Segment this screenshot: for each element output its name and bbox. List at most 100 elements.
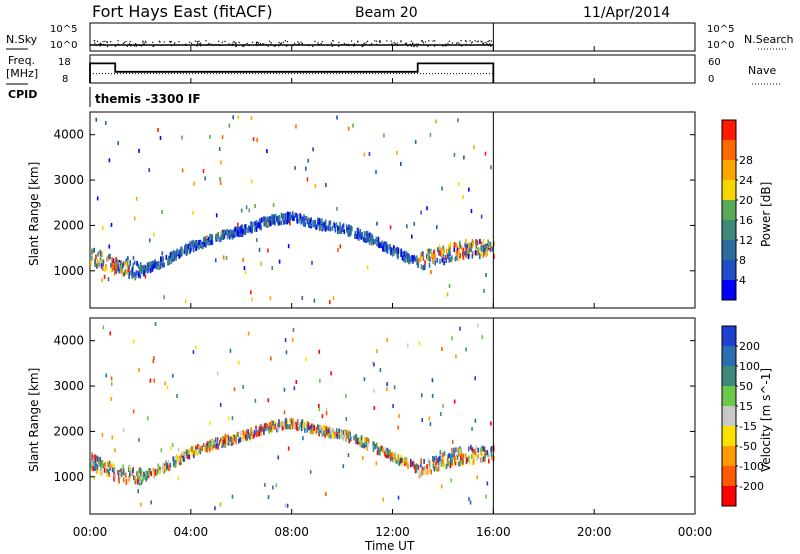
echo-cell [250,290,252,295]
echo-cell [295,124,297,129]
echo-cell [221,232,223,238]
echo-cell [309,470,312,475]
nsearch-point [106,45,109,48]
echo-cell [438,250,440,256]
echo-cell [362,442,364,448]
echo-cell [448,257,451,263]
nsearch-point [110,41,112,43]
echo-cell [335,428,338,434]
echo-cell [243,224,246,230]
echo-cell [175,455,178,461]
echo-cell [426,464,428,470]
echo-cell [209,239,212,245]
echo-cell [220,437,222,443]
echo-cell [132,468,134,474]
echo-cell [456,455,459,461]
echo-cell [415,464,417,470]
echo-cell [322,224,325,230]
echo-cell [284,338,287,343]
echo-cell [102,325,105,330]
echo-cell [138,437,140,442]
nsearch-point [99,43,101,45]
echo-cell [376,450,379,456]
echo-cell [249,433,251,439]
echo-cell [416,464,419,470]
echo-cell [284,503,287,508]
echo-cell [133,271,136,277]
echo-cell [382,497,385,502]
echo-cell [294,212,297,218]
echo-cell [220,230,223,235]
echo-cell [468,455,470,461]
echo-cell [139,274,142,279]
echo-cell [429,132,432,137]
nsearch-point [102,44,104,46]
echo-cell [347,126,350,131]
echo-cell [459,460,462,466]
echo-cell [318,429,321,435]
echo-cell [476,475,478,480]
echo-cell [152,232,155,237]
echo-cell [270,425,273,431]
echo-cell [279,421,282,427]
echo-cell [337,225,339,231]
echo-cell [245,205,248,210]
echo-cell [271,266,274,271]
echo-cell [275,427,278,433]
nsearch-point [185,43,187,45]
echo-cell [118,478,120,484]
nsearch-point [400,40,402,42]
echo-cell [179,249,181,255]
echo-cell [117,266,119,272]
echo-cell [263,427,265,433]
echo-cell [216,371,219,376]
nsearch-point [104,40,106,43]
echo-cell [480,245,483,251]
echo-cell [424,469,426,475]
echo-cell [449,241,452,247]
echo-cell [283,387,286,392]
echo-cell [229,231,232,237]
echo-cell [440,461,443,467]
echo-cell [255,425,257,431]
echo-cell [317,217,319,223]
echo-cell [401,457,403,463]
velocity-colorbar-label: Velocity [m s^-1] [759,368,773,472]
echo-cell [342,223,345,229]
echo-cell [127,256,129,261]
nsearch-point [217,44,219,46]
echo-cell [330,371,332,376]
nsearch-point [286,45,288,47]
colorbar-tick-label: 24 [739,174,753,187]
echo-cell [413,254,416,260]
echo-cell [432,258,434,264]
colorbar-tick-label: 100 [739,360,760,373]
echo-cell [167,258,169,264]
echo-cell [91,457,94,463]
echo-cell [311,260,313,265]
echo-cell [139,265,142,271]
echo-cell [107,277,110,282]
echo-cell [455,242,458,248]
echo-cell [232,229,235,235]
echo-cell [451,461,454,467]
echo-cell [472,241,474,247]
echo-cell [96,463,98,469]
echo-cell [283,410,286,415]
echo-cell [154,470,157,476]
nsearch-point [161,44,163,46]
echo-cell [281,425,284,431]
echo-cell [184,299,187,304]
nsearch-point [343,42,345,45]
echo-cell [232,440,235,446]
echo-cell [91,452,93,458]
echo-cell [206,235,208,240]
echo-cell [384,447,387,453]
nsearch-point [142,41,144,43]
echo-cell [303,216,305,222]
nsearch-point [327,44,329,46]
echo-cell [397,454,400,460]
echo-cell [307,217,310,223]
echo-cell [119,468,122,474]
beam-label: Beam 20 [355,5,418,21]
